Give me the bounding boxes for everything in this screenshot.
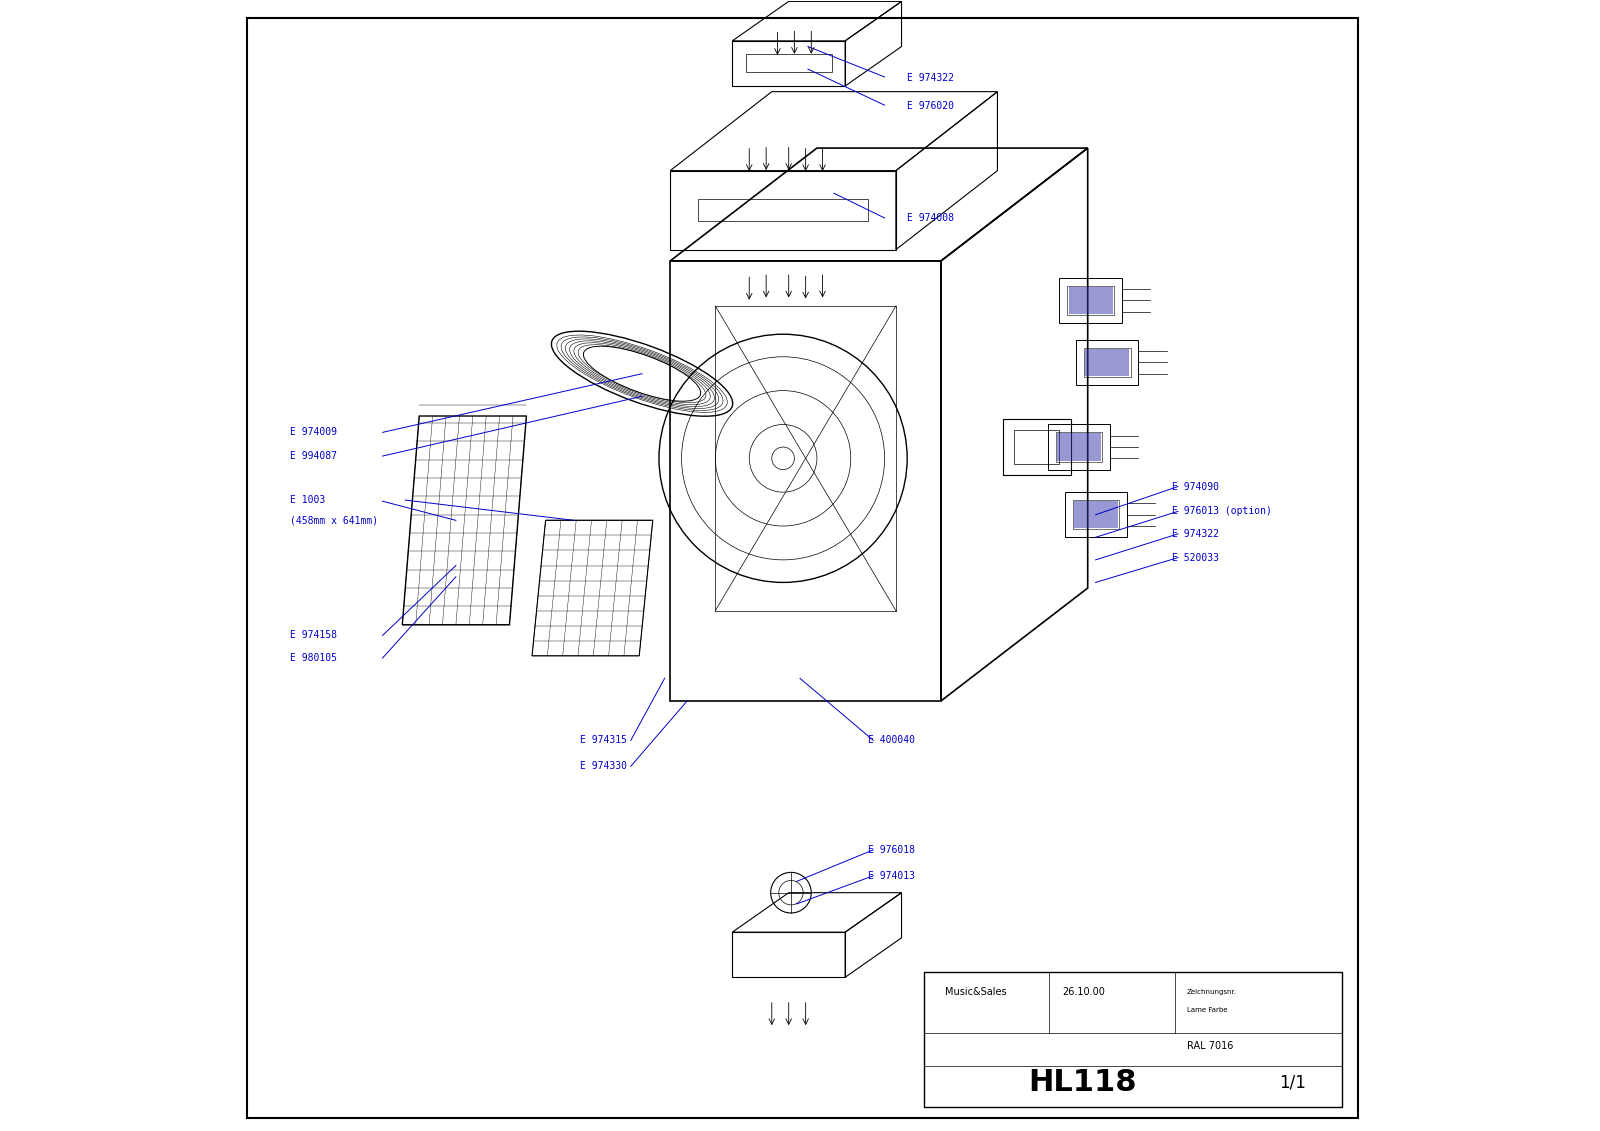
Text: E 1003: E 1003 bbox=[290, 495, 325, 506]
Text: E 976020: E 976020 bbox=[907, 102, 954, 111]
Text: E 974009: E 974009 bbox=[290, 428, 338, 438]
Text: E 400040: E 400040 bbox=[867, 735, 915, 745]
Bar bbox=[1069, 287, 1112, 314]
Text: E 974315: E 974315 bbox=[579, 735, 627, 745]
Bar bbox=[1058, 433, 1101, 460]
Text: E 974013: E 974013 bbox=[867, 871, 915, 881]
Text: E 974158: E 974158 bbox=[290, 630, 338, 640]
Text: 1/1: 1/1 bbox=[1278, 1073, 1306, 1091]
Text: HL118: HL118 bbox=[1029, 1068, 1138, 1097]
Text: E 974322: E 974322 bbox=[907, 74, 954, 83]
Text: Lame Farbe: Lame Farbe bbox=[1187, 1007, 1227, 1012]
Text: Music&Sales: Music&Sales bbox=[946, 987, 1006, 996]
Text: E 974090: E 974090 bbox=[1173, 482, 1219, 492]
Text: E 974008: E 974008 bbox=[907, 213, 954, 223]
Text: E 994087: E 994087 bbox=[290, 451, 338, 461]
Text: E 520033: E 520033 bbox=[1173, 553, 1219, 562]
Text: E 980105: E 980105 bbox=[290, 653, 338, 663]
Bar bbox=[925, 972, 1341, 1107]
Text: E 974330: E 974330 bbox=[579, 761, 627, 771]
Text: E 976013 (option): E 976013 (option) bbox=[1173, 507, 1272, 517]
Text: Zeichnungsnr.: Zeichnungsnr. bbox=[1187, 988, 1237, 995]
Text: 26.10.00: 26.10.00 bbox=[1062, 987, 1104, 996]
Bar bbox=[1085, 348, 1130, 375]
Bar bbox=[1074, 501, 1118, 528]
Text: (458mm x 641mm): (458mm x 641mm) bbox=[290, 516, 378, 526]
Text: E 976018: E 976018 bbox=[867, 845, 915, 855]
Text: RAL 7016: RAL 7016 bbox=[1187, 1042, 1234, 1051]
Text: E 974322: E 974322 bbox=[1173, 529, 1219, 538]
